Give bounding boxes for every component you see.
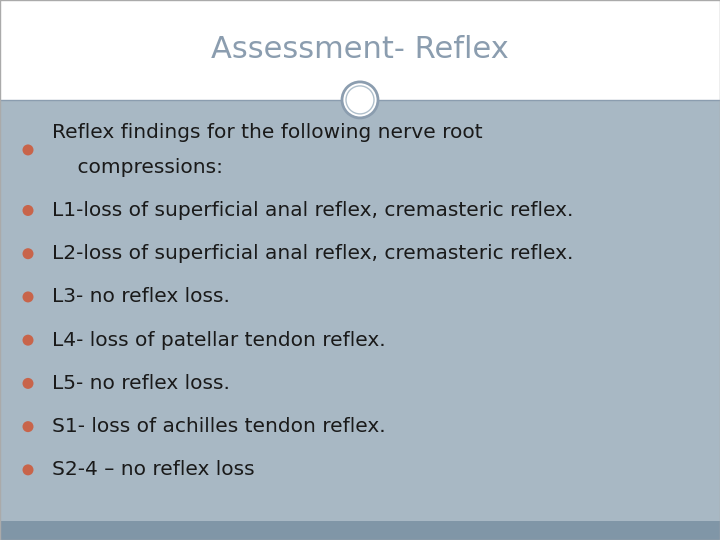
- Text: L2-loss of superficial anal reflex, cremasteric reflex.: L2-loss of superficial anal reflex, crem…: [52, 244, 573, 263]
- Text: S2-4 – no reflex loss: S2-4 – no reflex loss: [52, 461, 255, 480]
- Text: S1- loss of achilles tendon reflex.: S1- loss of achilles tendon reflex.: [52, 417, 386, 436]
- Ellipse shape: [22, 335, 34, 346]
- Ellipse shape: [22, 205, 34, 216]
- Ellipse shape: [22, 378, 34, 389]
- Bar: [0, 0, 720, 100]
- Text: L5- no reflex loss.: L5- no reflex loss.: [52, 374, 230, 393]
- Text: compressions:: compressions:: [52, 158, 223, 177]
- Bar: [0, 521, 720, 540]
- Ellipse shape: [22, 144, 34, 156]
- Text: Assessment- Reflex: Assessment- Reflex: [211, 36, 509, 64]
- Ellipse shape: [22, 421, 34, 432]
- Ellipse shape: [22, 464, 34, 475]
- Bar: [0, 100, 720, 521]
- Text: L3- no reflex loss.: L3- no reflex loss.: [52, 287, 230, 306]
- Ellipse shape: [22, 248, 34, 259]
- Ellipse shape: [342, 82, 378, 118]
- Text: Reflex findings for the following nerve root: Reflex findings for the following nerve …: [52, 123, 482, 142]
- Text: L4- loss of patellar tendon reflex.: L4- loss of patellar tendon reflex.: [52, 330, 386, 350]
- Ellipse shape: [22, 292, 34, 302]
- Text: L1-loss of superficial anal reflex, cremasteric reflex.: L1-loss of superficial anal reflex, crem…: [52, 201, 573, 220]
